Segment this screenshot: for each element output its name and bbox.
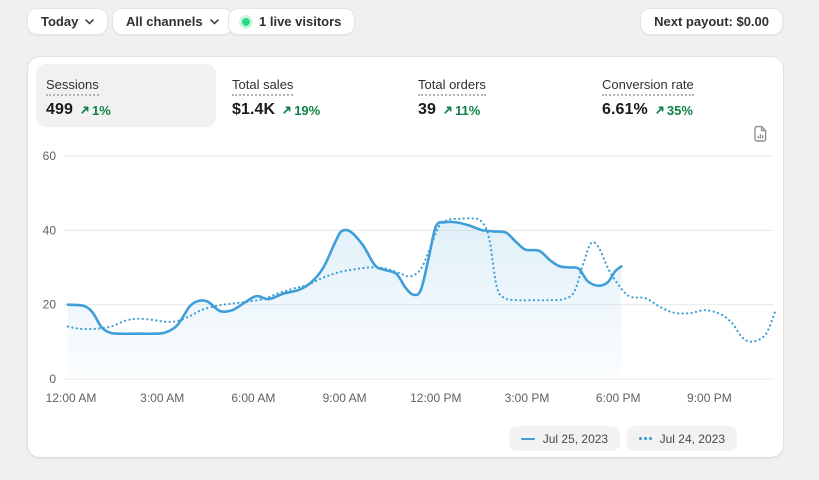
metric-tab-conversion-rate[interactable]: Conversion rate 6.61% 35% [602,76,694,119]
metric-tab-sessions[interactable]: Sessions 499 1% [36,64,216,127]
series-area-fill [68,221,622,379]
analytics-overview-card: Sessions 499 1% Total sales $1.4K 19% To… [28,57,783,457]
trend-up-icon [81,106,89,114]
legend-label: Jul 25, 2023 [542,431,609,446]
metric-value: $1.4K [232,101,276,118]
x-axis-tick-label: 6:00 AM [231,391,275,405]
x-axis-tick-label: 3:00 PM [505,391,550,405]
date-range-dropdown[interactable]: Today [27,8,109,35]
date-range-label: Today [41,14,79,29]
metric-value: 6.61% [602,101,648,118]
chevron-down-icon [209,19,219,25]
x-axis-tick-label: 3:00 AM [140,391,184,405]
y-axis-tick-label: 40 [43,223,57,237]
live-visitors-label: 1 live visitors [259,14,342,29]
metric-label: Total orders [418,77,486,96]
y-axis-tick-label: 0 [49,372,56,386]
live-visitors-badge[interactable]: 1 live visitors [228,8,356,35]
metric-value: 499 [46,101,73,118]
y-axis-tick-label: 60 [43,149,57,163]
chart-legend: Jul 25, 2023 Jul 24, 2023 [508,426,737,451]
trend-up-icon [656,106,664,114]
x-axis-tick-label: 12:00 PM [410,391,461,405]
legend-label: Jul 24, 2023 [659,431,725,446]
y-axis-tick-label: 20 [43,298,57,312]
trend-up-icon [444,106,452,114]
report-document-icon [753,125,766,142]
x-axis-tick-label: 9:00 AM [323,391,367,405]
sessions-line-chart[interactable]: 0 20 40 60 12:00 AM 3:00 AM 6:00 AM 9:00 AM 12:0… [28,140,783,415]
solid-line-swatch-icon [520,437,535,440]
chevron-down-icon [85,19,95,25]
channel-filter-dropdown[interactable]: All channels [112,8,233,35]
next-payout-label: Next payout: $0.00 [654,14,769,29]
metric-label: Conversion rate [602,77,694,96]
x-axis-tick-label: 6:00 PM [596,391,641,405]
metric-tab-total-sales[interactable]: Total sales $1.4K 19% [232,76,320,119]
trend-up-icon [283,106,291,114]
dotted-line-swatch-icon [639,437,652,440]
metric-delta-value: 35% [666,102,693,118]
live-dot-icon [242,17,250,26]
series-line-solid [66,220,623,336]
metric-tab-total-orders[interactable]: Total orders 39 11% [418,76,486,119]
channel-filter-label: All channels [126,14,203,29]
metric-delta-value: 19% [294,102,321,118]
metric-delta-value: 11% [455,102,481,118]
legend-item-jul-24[interactable]: Jul 24, 2023 [627,426,737,451]
metric-delta-value: 1% [92,102,111,118]
legend-item-jul-25[interactable]: Jul 25, 2023 [508,426,621,451]
x-axis-tick-label: 9:00 PM [687,391,732,405]
x-axis-tick-label: 12:00 AM [46,391,97,405]
next-payout-button[interactable]: Next payout: $0.00 [640,8,783,35]
view-report-button[interactable] [749,123,771,145]
metric-label: Total sales [232,77,294,96]
metric-value: 39 [418,101,436,118]
metric-label: Sessions [46,77,99,96]
